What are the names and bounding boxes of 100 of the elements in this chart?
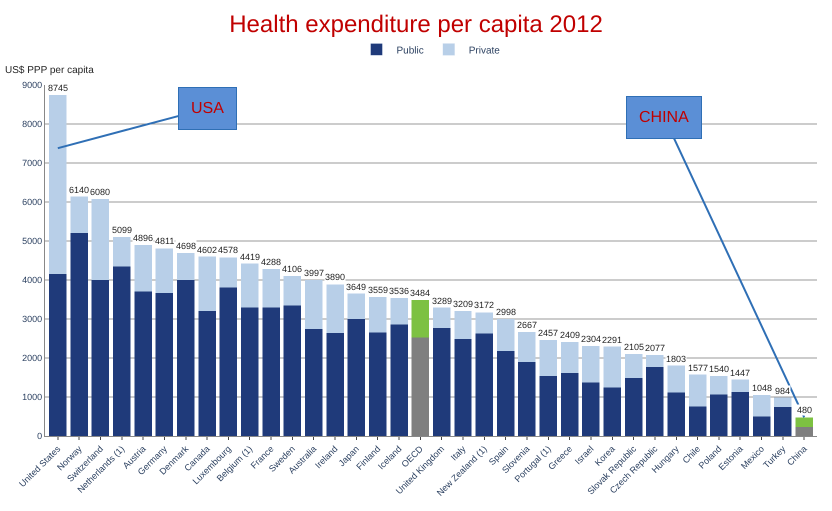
bar xyxy=(454,310,472,339)
total-label: 3289 xyxy=(432,296,452,306)
bar xyxy=(284,276,302,306)
y-tick-label: 6000 xyxy=(22,197,42,208)
bar xyxy=(604,346,622,388)
total-label: 1447 xyxy=(730,368,750,378)
total-label: 1540 xyxy=(709,364,730,374)
total-label: 4602 xyxy=(197,245,218,255)
bar xyxy=(752,416,770,436)
bar xyxy=(113,237,131,266)
y-tick-label: 3000 xyxy=(22,314,42,324)
bar xyxy=(92,198,110,280)
bar xyxy=(540,340,558,376)
total-label: 3172 xyxy=(474,300,494,310)
y-tick-label: 8000 xyxy=(22,119,42,130)
total-label: 3997 xyxy=(304,268,324,278)
bar xyxy=(326,333,344,436)
bar xyxy=(688,374,706,406)
y-tick-label: 7000 xyxy=(22,158,42,168)
bar xyxy=(240,307,258,436)
legend-label: Private xyxy=(468,45,500,56)
bar xyxy=(496,350,514,436)
total-label: 6140 xyxy=(69,185,90,195)
bar xyxy=(731,380,749,392)
total-label: 4419 xyxy=(240,252,260,262)
y-tick-label: 5000 xyxy=(22,236,42,246)
total-label: 1577 xyxy=(688,363,708,373)
bar xyxy=(326,284,344,334)
bar xyxy=(646,366,664,436)
total-label: 3536 xyxy=(389,286,410,296)
total-label: 2998 xyxy=(496,307,516,317)
total-label: 6080 xyxy=(90,187,110,197)
bar xyxy=(518,362,536,436)
bar xyxy=(582,382,600,436)
total-label: 8745 xyxy=(48,83,68,93)
bar xyxy=(284,305,302,436)
total-label: 4698 xyxy=(176,241,196,251)
bar xyxy=(646,355,664,367)
y-tick-label: 0 xyxy=(37,431,42,442)
bar xyxy=(688,406,706,436)
total-label: 2077 xyxy=(645,343,666,353)
total-label: 4578 xyxy=(218,245,238,255)
y-axis-title: US$ PPP per capita xyxy=(5,65,94,76)
bar xyxy=(262,268,280,308)
total-label: 1803 xyxy=(666,354,686,364)
bar xyxy=(604,387,622,436)
bar xyxy=(624,354,642,378)
y-tick-label: 2000 xyxy=(22,353,42,364)
bar xyxy=(560,342,578,373)
total-label: 2409 xyxy=(560,330,580,340)
bar xyxy=(432,328,450,436)
bar xyxy=(177,280,194,436)
bar xyxy=(668,392,685,436)
bar xyxy=(156,292,174,436)
total-label: 3484 xyxy=(410,288,430,298)
y-tick-label: 1000 xyxy=(22,392,42,402)
bar xyxy=(240,264,258,308)
bar xyxy=(368,297,386,332)
bar xyxy=(348,294,366,319)
total-label: 984 xyxy=(775,386,790,396)
total-label: 2304 xyxy=(581,334,602,344)
bar xyxy=(710,376,728,395)
bar xyxy=(582,346,600,383)
bar xyxy=(304,280,322,329)
bar xyxy=(113,266,131,436)
total-label: 4896 xyxy=(133,233,154,243)
bar xyxy=(70,233,88,436)
total-label: 1048 xyxy=(752,383,772,393)
bar xyxy=(198,311,216,436)
bar xyxy=(368,332,386,436)
bar xyxy=(134,245,152,292)
bar xyxy=(540,376,558,436)
y-tick-label: 9000 xyxy=(22,80,42,90)
total-label: 3559 xyxy=(368,285,388,295)
bar xyxy=(518,332,536,362)
bar xyxy=(348,319,366,436)
bar xyxy=(476,333,494,436)
bar xyxy=(198,256,216,312)
bar xyxy=(177,252,194,280)
bar xyxy=(262,307,280,436)
bar xyxy=(731,392,749,436)
bar xyxy=(476,312,494,334)
bar xyxy=(156,248,174,293)
annotation: USA xyxy=(191,100,224,117)
total-label: 4811 xyxy=(155,236,174,246)
total-label: 2291 xyxy=(602,335,622,345)
total-label: 4288 xyxy=(261,257,282,267)
bar xyxy=(752,395,770,416)
total-label: 3209 xyxy=(453,299,474,309)
bar xyxy=(710,394,728,436)
annotation: CHINA xyxy=(639,109,690,126)
bar xyxy=(92,280,110,436)
bar xyxy=(412,300,430,338)
bar xyxy=(432,308,450,328)
bar xyxy=(49,274,67,436)
bar xyxy=(134,292,152,436)
bar xyxy=(220,287,238,436)
bar xyxy=(496,319,514,351)
bar xyxy=(624,378,642,436)
bar xyxy=(220,257,238,288)
